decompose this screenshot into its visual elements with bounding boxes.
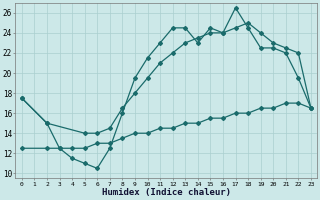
X-axis label: Humidex (Indice chaleur): Humidex (Indice chaleur) <box>102 188 231 197</box>
